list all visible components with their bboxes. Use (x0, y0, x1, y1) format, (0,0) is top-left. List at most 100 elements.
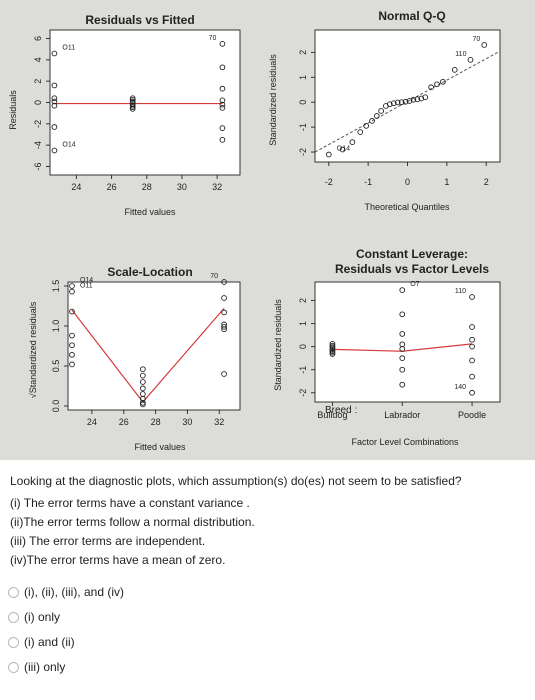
answer-option-3[interactable]: (i) and (ii) (8, 635, 75, 649)
diagnostic-plots: Residuals vs Fitted Fitted values Residual… (8, 9, 501, 452)
chart-title: Scale-Location (107, 265, 192, 279)
x-tick-label: Poodle (458, 410, 486, 420)
data-point (418, 95, 425, 102)
data-point (140, 372, 146, 379)
x-tick-label: 24 (71, 182, 81, 192)
data-point (129, 106, 136, 112)
point-label: 70 (209, 35, 217, 42)
radio-button[interactable] (8, 661, 19, 673)
radio-button[interactable] (8, 611, 19, 623)
y-tick-label: 2 (298, 50, 308, 55)
data-point (69, 361, 75, 368)
data-point (219, 125, 226, 131)
statement-ii: (ii)The error terms follow a normal dist… (10, 515, 255, 529)
x-tick-label: -1 (364, 177, 372, 187)
data-point (378, 108, 384, 114)
chart-title: Residuals vs Fitted (85, 13, 194, 27)
y-axis-label: √Standardized residuals (28, 301, 38, 398)
data-point (129, 104, 136, 111)
y-tick-label: 4 (33, 57, 43, 62)
statement-iii: (iii) The error terms are independent. (10, 534, 206, 548)
plot-panel (49, 29, 241, 176)
data-point (51, 102, 58, 109)
answer-option-1[interactable]: (i), (ii), (iii), and (iv) (8, 585, 124, 599)
data-point (140, 385, 146, 392)
point-label: O11 (80, 283, 93, 290)
x-axis-label: Fitted values (124, 207, 176, 217)
point-label: O7 (410, 281, 419, 288)
x-tick-label: 28 (151, 417, 161, 427)
chart-title: Normal Q-Q (378, 9, 445, 23)
y-tick-label: 2 (298, 298, 308, 303)
x-tick-label: 32 (214, 417, 224, 427)
y-tick-label: 1.5 (51, 280, 61, 293)
y-tick-label: 6 (33, 36, 43, 41)
y-tick-label: 1 (298, 75, 308, 80)
y-tick-label: 1.0 (51, 320, 61, 333)
y-tick-label: -6 (33, 162, 43, 170)
x-tick-label: 26 (107, 182, 117, 192)
chart-title: Constant Leverage: (356, 247, 468, 261)
question-panel: Looking at the diagnostic plots, which a… (0, 460, 535, 700)
point-label: O14 (80, 277, 93, 284)
data-point (140, 379, 146, 385)
x-axis-label: Factor Level Combinations (351, 437, 459, 447)
y-tick-label: -1 (298, 366, 308, 374)
plot-panel (314, 281, 501, 403)
y-axis-label: Standardized residuals (273, 299, 283, 391)
point-label: O14 (337, 146, 350, 153)
x-axis-label: Fitted values (134, 442, 186, 452)
y-tick-label: -2 (298, 148, 308, 156)
data-point (369, 118, 375, 124)
statement-i: (i) The error terms have a constant vari… (10, 496, 250, 510)
answer-option-2[interactable]: (i) only (8, 610, 60, 624)
data-point (219, 85, 226, 92)
data-point (469, 389, 475, 396)
data-point (69, 288, 75, 295)
data-point (399, 366, 406, 373)
data-point (219, 97, 226, 104)
data-point (390, 100, 397, 107)
chart-subtitle: Residuals vs Factor Levels (335, 262, 489, 276)
data-point (399, 311, 406, 318)
data-point (69, 332, 75, 339)
data-point (140, 395, 146, 402)
y-tick-label: 0.5 (51, 360, 61, 373)
x-tick-label: 2 (484, 177, 489, 187)
data-point (406, 98, 413, 104)
data-point (434, 81, 440, 88)
data-point (357, 129, 364, 135)
y-tick-label: -2 (33, 120, 43, 128)
data-point (469, 294, 475, 300)
question-prompt: Looking at the diagnostic plots, which a… (10, 474, 462, 488)
radio-button[interactable] (8, 586, 19, 598)
data-point (51, 124, 58, 130)
data-point (140, 366, 146, 373)
data-point (219, 64, 226, 71)
data-point (221, 323, 227, 330)
data-point (422, 94, 429, 101)
data-point (469, 357, 475, 364)
radio-button[interactable] (8, 636, 19, 648)
factor-label: Breed : (325, 405, 357, 416)
data-point (51, 98, 58, 105)
x-tick-label: 30 (177, 182, 187, 192)
x-tick-label: 26 (119, 417, 129, 427)
data-point (399, 287, 406, 293)
point-label: O14 (62, 141, 75, 148)
point-label: 70 (210, 273, 218, 280)
y-tick-label: 0 (298, 100, 308, 105)
data-point (414, 96, 421, 103)
answer-option-4[interactable]: (iii) only (8, 660, 65, 674)
x-tick-label: -2 (325, 177, 333, 187)
data-point (129, 95, 136, 102)
data-point (51, 50, 58, 57)
data-point (399, 355, 406, 362)
data-point (51, 82, 58, 89)
data-point (399, 331, 406, 337)
data-point (469, 324, 475, 330)
x-axis-label: Theoretical Quantiles (364, 202, 450, 212)
point-label: 110 (455, 288, 466, 295)
x-tick-label: Labrador (384, 410, 420, 420)
data-point (221, 295, 227, 301)
